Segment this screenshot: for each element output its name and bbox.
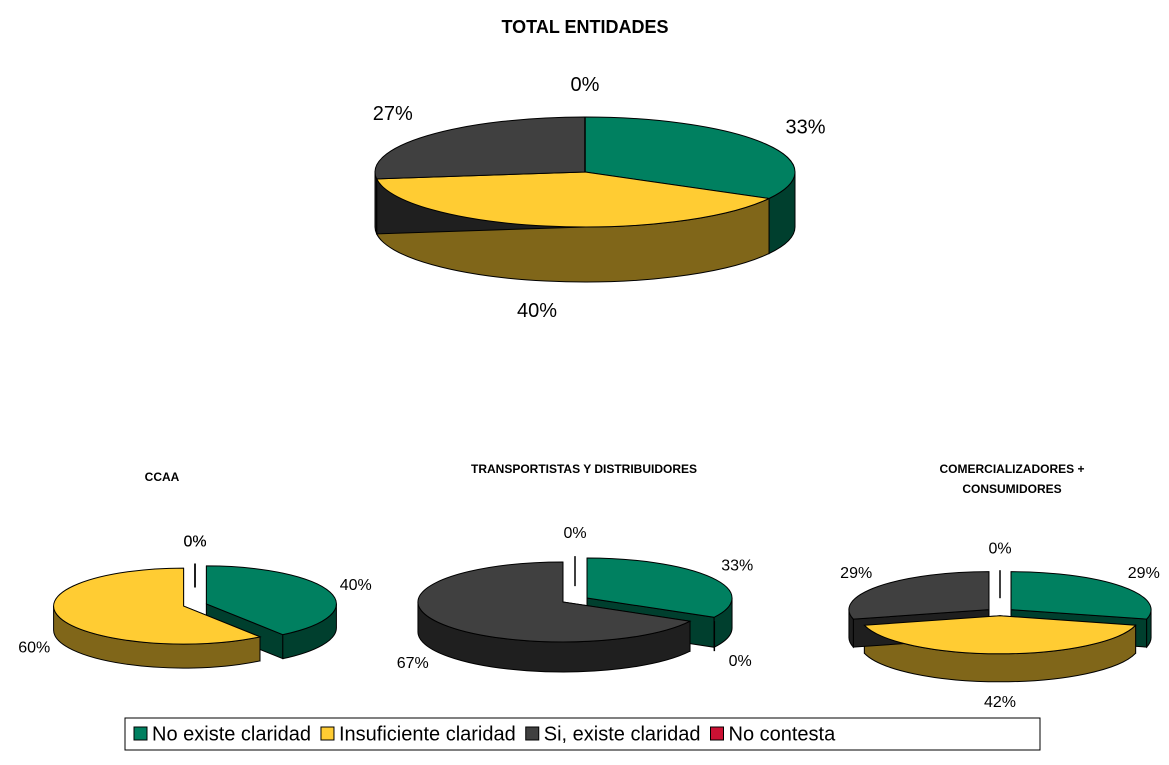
data-label: 27% [373, 103, 413, 125]
slice-side [374, 171, 378, 235]
slice [1010, 571, 1152, 620]
legend-label: No contesta [729, 723, 837, 745]
data-label: 67% [397, 655, 429, 672]
data-label: 0% [988, 541, 1011, 558]
data-label: 0% [563, 525, 586, 542]
slice [417, 561, 692, 643]
slice [375, 171, 771, 228]
slice [53, 567, 262, 645]
legend-swatch [710, 726, 724, 741]
legend-label: Si, existe claridad [544, 723, 701, 745]
slice [586, 557, 733, 618]
data-label: 29% [840, 565, 872, 582]
data-label: 33% [786, 116, 826, 138]
legend-box [124, 717, 1041, 751]
legend-label: No existe claridad [152, 723, 311, 745]
data-label: 0% [183, 534, 206, 551]
data-label: 42% [984, 694, 1016, 711]
slice [374, 116, 586, 180]
chart-title: COMERCIALIZADORES + CONSUMIDORES [939, 462, 1084, 496]
data-label: 0% [571, 74, 600, 96]
slice [205, 565, 337, 636]
legend-label: Insuficiente claridad [339, 723, 516, 745]
data-label: 0% [729, 653, 752, 670]
data-label: 33% [721, 558, 753, 575]
legend-swatch [320, 726, 335, 741]
legend-swatch [133, 726, 148, 741]
data-label: 40% [340, 577, 372, 594]
data-label: 29% [1128, 565, 1160, 582]
slice [584, 116, 796, 200]
slice [848, 571, 990, 620]
slice [863, 615, 1137, 655]
data-label: 40% [517, 300, 557, 322]
legend-swatch [525, 726, 540, 741]
data-label: 0% [183, 534, 206, 551]
chart-title: TRANSPORTISTAS Y DISTRIBUIDORES [471, 462, 697, 476]
chart-title: CCAA [145, 470, 180, 484]
chart-title: TOTAL ENTIDADES [501, 17, 668, 37]
data-label: 60% [18, 640, 50, 657]
